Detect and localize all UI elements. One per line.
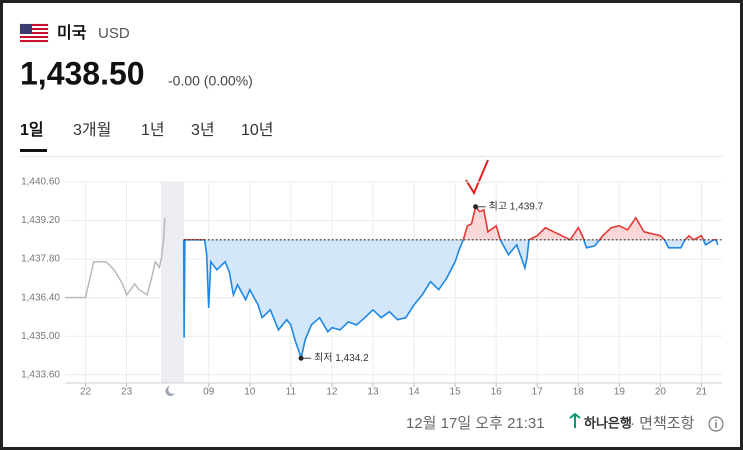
annotation: 최저 1,434.2: [314, 352, 369, 364]
night-band: [161, 182, 184, 383]
x-tick-label: 11: [286, 387, 297, 398]
check-mark: [465, 159, 489, 196]
tab-underline: [20, 149, 47, 152]
currency: USD: [98, 25, 130, 42]
country: 미국: [57, 24, 87, 42]
x-tick-label: 21: [696, 387, 708, 398]
x-tick-label: 22: [80, 387, 92, 398]
y-tick-label: 1,437.80: [21, 254, 60, 265]
x-tick-label: 10: [244, 387, 256, 398]
x-tick-label: 18: [573, 387, 585, 398]
divider: [20, 156, 723, 157]
y-tick-label: 1,439.20: [21, 215, 60, 226]
y-tick-label: 1,436.40: [21, 292, 60, 303]
plot: 1,440.60 1,439.20 1,437.80 1,436.40 1,435.00…: [21, 177, 722, 398]
tab[interactable]: 10년: [241, 121, 274, 139]
x-tick-label: 15: [450, 387, 462, 398]
price: 1,438.50: [20, 55, 145, 91]
flag: [19, 23, 49, 43]
bank-name: 하나은행: [584, 415, 632, 430]
line: [182, 205, 717, 240]
info-icon[interactable]: [708, 416, 724, 432]
tab[interactable]: 1년: [141, 121, 165, 139]
tab[interactable]: 3개월: [73, 121, 111, 139]
bank-logo: [569, 412, 581, 428]
y-tick-label: 1,433.60: [21, 369, 60, 380]
line: [65, 217, 166, 299]
x-tick-label: 19: [614, 387, 626, 398]
change: -0.00 (0.00%): [168, 73, 253, 89]
x-tick-label: 13: [367, 387, 379, 398]
x-tick-label: 14: [408, 387, 420, 398]
disclaimer[interactable]: · 면책조항: [630, 415, 695, 432]
night-icon: [165, 386, 175, 396]
x-tick-label: 09: [203, 387, 215, 398]
line: [182, 239, 719, 362]
x-tick-label: 16: [491, 387, 503, 398]
y-tick-label: 1,440.60: [21, 177, 60, 188]
y-tick-label: 1,435.00: [21, 331, 60, 342]
x-tick-label: 12: [326, 387, 338, 398]
x-tick-label: 17: [532, 387, 544, 398]
tab[interactable]: 3년: [191, 121, 215, 139]
timestamp: 12월 17일 오후 21:31: [406, 415, 545, 432]
tabs: 1일 3개월 1년 3년 10년: [20, 121, 274, 152]
x-tick-label: 20: [655, 387, 667, 398]
tab[interactable]: 1일: [20, 121, 44, 139]
annotation: 최고 1,439.7: [489, 200, 544, 212]
x-tick-label: 23: [121, 387, 133, 398]
area-fill: [183, 239, 718, 359]
